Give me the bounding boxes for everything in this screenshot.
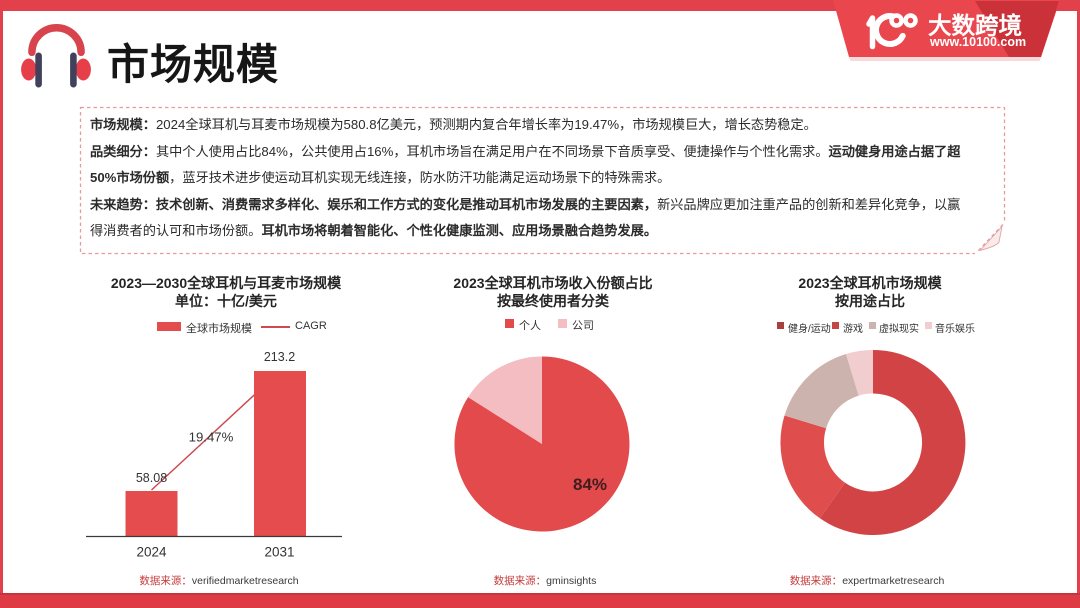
- svg-text:19.47%: 19.47%: [189, 430, 234, 445]
- svg-text:www.10100.com: www.10100.com: [929, 35, 1026, 49]
- svg-text:213.2: 213.2: [264, 350, 295, 364]
- svg-text:大数跨境: 大数跨境: [928, 12, 1022, 39]
- svg-text:2024: 2024: [136, 545, 167, 560]
- svg-text:2031: 2031: [264, 545, 294, 560]
- svg-text:58.08: 58.08: [136, 471, 167, 485]
- svg-text:84%: 84%: [573, 475, 607, 494]
